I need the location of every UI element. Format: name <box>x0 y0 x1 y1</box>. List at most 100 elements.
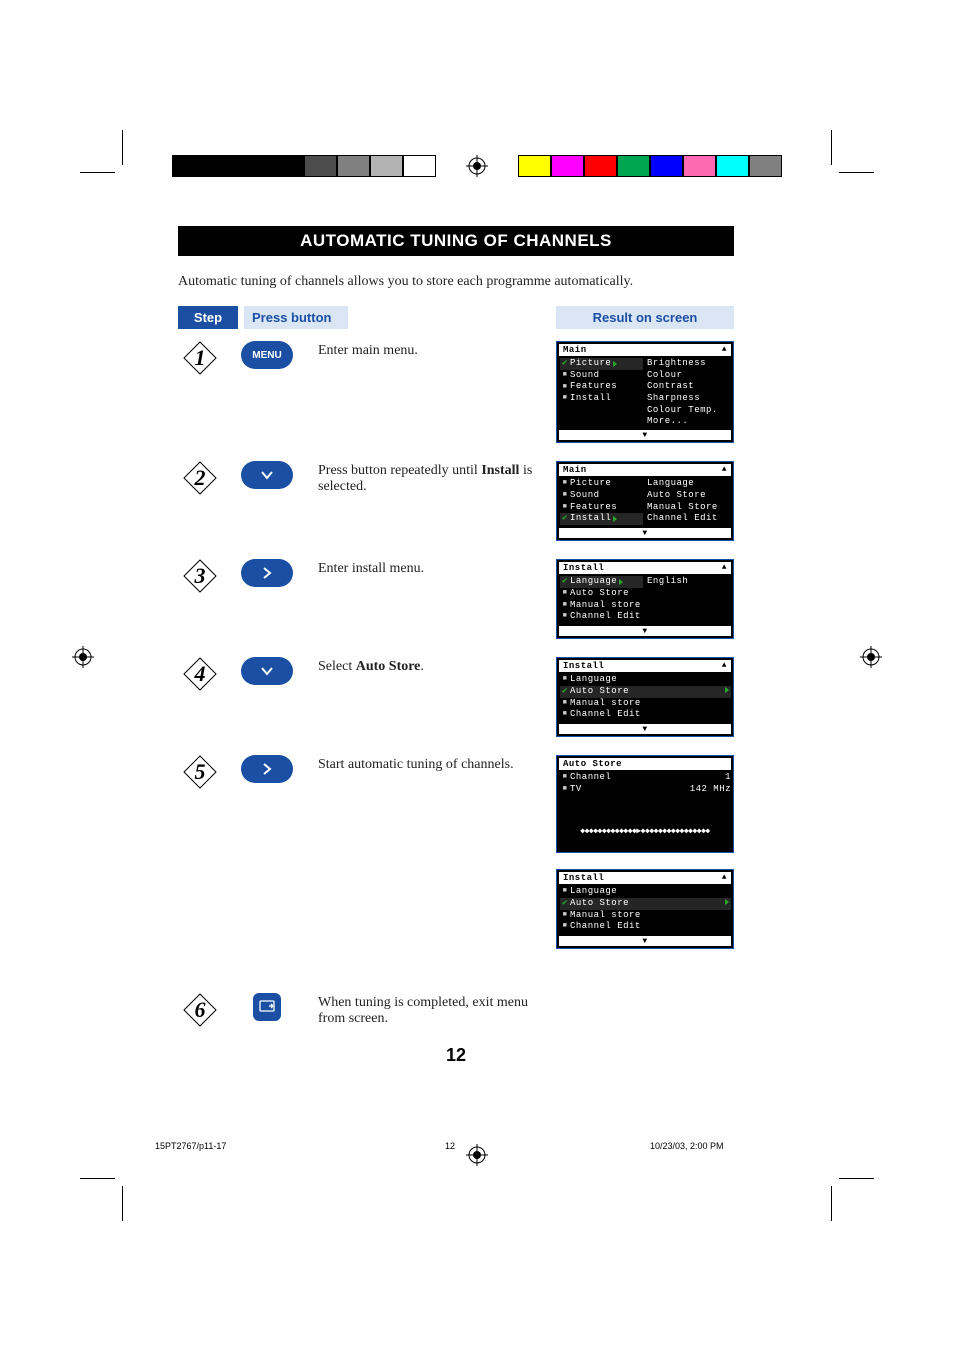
step-number: 4 <box>195 661 206 687</box>
down-button[interactable] <box>241 461 293 489</box>
osd-header: Install▲ <box>559 872 731 884</box>
osd-item: ✔ Language <box>560 576 643 588</box>
page-number: 12 <box>178 1045 734 1066</box>
check-icon: ✔ <box>560 686 570 698</box>
osd-item-label: Auto Store <box>570 898 629 910</box>
osd-screen: Install▲■ Language✔ Auto Store■ Manual s… <box>556 657 734 737</box>
osd-item-label: Install <box>570 393 611 405</box>
check-icon: ✔ <box>560 513 570 525</box>
osd-left-col: ■ Language✔ Auto Store■ Manual store■ Ch… <box>557 885 733 935</box>
osd-item-label: Channel Edit <box>570 921 641 933</box>
menu-button[interactable]: MENU <box>241 341 293 369</box>
osd-item: ■ Language <box>560 674 731 686</box>
osd-item-label: Language <box>570 576 617 588</box>
footer-info: 15PT2767/p11-17 12 10/23/03, 2:00 PM <box>155 1141 795 1151</box>
arrow-down-icon: ▼ <box>642 627 647 636</box>
step-row: 2 Press button repeatedly until Install i… <box>178 461 734 541</box>
osd-submenu-item: Manual Store <box>647 502 730 514</box>
arrow-up-icon: ▲ <box>722 563 727 573</box>
color-bar-left <box>172 155 436 177</box>
osd-progress: ◆◆◆◆◆◆◆◆◆◆◆◆◆▶◆◆◆◆◆◆◆◆◆◆◆◆◆◆◆◆ <box>557 822 733 840</box>
osd-title: Auto Store <box>563 759 622 769</box>
exit-button[interactable] <box>253 993 281 1021</box>
step-description: Start automatic tuning of channels. <box>312 755 556 773</box>
osd-item: ✔ Picture <box>560 358 643 370</box>
registration-mark-right <box>860 646 882 668</box>
intro-text: Automatic tuning of channels allows you … <box>178 274 734 290</box>
step-description: Select Auto Store. <box>312 657 556 675</box>
osd-item-label: Features <box>570 381 617 393</box>
footer-right: 10/23/03, 2:00 PM <box>590 1141 795 1151</box>
button-col <box>222 559 312 587</box>
swatch <box>304 155 337 177</box>
osd-left-col: ■ Language✔ Auto Store■ Manual store■ Ch… <box>557 673 733 723</box>
osd-item: ■ Features <box>560 502 643 514</box>
swatch <box>617 155 650 177</box>
result-col: Install▲✔ Language■ Auto Store■ Manual s… <box>556 559 734 639</box>
step-row: 1MENUEnter main menu.Main▲✔ Picture■ Sou… <box>178 341 734 443</box>
osd-right-col: LanguageAuto StoreManual StoreChannel Ed… <box>645 477 733 527</box>
osd-item: ■ Manual store <box>560 910 731 922</box>
osd-item-label: Channel Edit <box>570 709 641 721</box>
step-number-container: 1 <box>178 341 222 375</box>
osd-item-label: Language <box>570 674 617 686</box>
osd-item: ■ TV142 MHz <box>560 784 731 796</box>
osd-item: ■ Sound <box>560 490 643 502</box>
header-result: Result on screen <box>556 306 734 329</box>
osd-item-label: Channel Edit <box>570 611 641 623</box>
osd-submenu-item: More... <box>647 416 730 428</box>
osd-item-label: Sound <box>570 370 600 382</box>
result-col: Main▲✔ Picture■ Sound■ Features■ Install… <box>556 341 734 443</box>
step-row: 5Start automatic tuning of channels.Auto… <box>178 755 734 975</box>
check-icon: ✔ <box>560 576 570 588</box>
osd-title: Install <box>563 661 604 671</box>
osd-header: Auto Store <box>559 758 731 770</box>
bullet-icon: ■ <box>560 887 570 896</box>
crop-mark-bl <box>80 1171 130 1221</box>
swatch <box>584 155 617 177</box>
registration-mark-left <box>72 646 94 668</box>
bullet-icon: ■ <box>560 710 570 719</box>
bullet-icon: ■ <box>560 911 570 920</box>
crop-mark-tr <box>824 130 874 180</box>
osd-screen: Main▲✔ Picture■ Sound■ Features■ Install… <box>556 341 734 443</box>
swatch <box>650 155 683 177</box>
osd-item: ■ Language <box>560 886 731 898</box>
diamond-icon: 6 <box>183 993 217 1027</box>
osd-item-label: Features <box>570 502 617 514</box>
crop-mark-tl <box>80 130 130 180</box>
bullet-icon: ■ <box>560 601 570 610</box>
step-description: Press button repeatedly until Install is… <box>312 461 556 495</box>
osd-submenu-item: Colour <box>647 370 730 382</box>
osd-item: ■ Manual store <box>560 698 731 710</box>
osd-header: Main▲ <box>559 344 731 356</box>
bullet-icon: ■ <box>560 383 570 392</box>
swatch <box>271 155 304 177</box>
osd-screen: Install▲✔ Language■ Auto Store■ Manual s… <box>556 559 734 639</box>
osd-footer: ▼ <box>559 528 731 538</box>
down-button[interactable] <box>241 657 293 685</box>
osd-title: Install <box>563 563 604 573</box>
arrow-down-icon: ▼ <box>642 725 647 734</box>
check-icon: ✔ <box>560 898 570 910</box>
bullet-icon: ■ <box>560 589 570 598</box>
osd-item-label: Manual store <box>570 698 641 710</box>
osd-body: ■ Language✔ Auto Store■ Manual store■ Ch… <box>557 672 733 724</box>
swatch <box>370 155 403 177</box>
right-button[interactable] <box>241 559 293 587</box>
arrow-down-icon: ▼ <box>642 529 647 538</box>
osd-item: ✔ Auto Store <box>560 898 731 910</box>
osd-left-col: ✔ Picture■ Sound■ Features■ Install <box>557 357 645 429</box>
osd-item: ✔ Install <box>560 513 643 525</box>
osd-item-label: Language <box>570 886 617 898</box>
osd-item-label: TV <box>570 784 582 796</box>
osd-item-label: Install <box>570 513 611 525</box>
right-button[interactable] <box>241 755 293 783</box>
osd-footer: ▼ <box>559 626 731 636</box>
osd-value: 1 <box>725 772 731 784</box>
swatch <box>205 155 238 177</box>
osd-title: Main <box>563 345 587 355</box>
osd-title: Main <box>563 465 587 475</box>
diamond-icon: 2 <box>183 461 217 495</box>
osd-right-col: English <box>645 575 733 625</box>
